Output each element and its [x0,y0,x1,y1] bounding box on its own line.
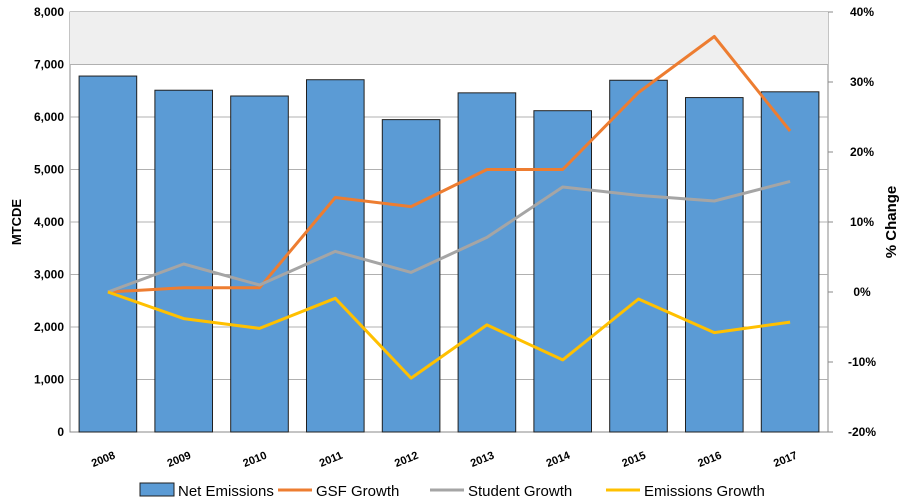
right-tick-label: -20% [848,425,876,439]
x-tick-label: 2011 [318,450,345,470]
bar-net-emissions-2009 [154,89,214,433]
legend-label-gsf-growth: GSF Growth [316,483,399,500]
growth-lines [107,35,792,380]
left-tick-label: 0 [57,425,64,439]
left-tick-label: 3,000 [34,268,64,282]
x-tick-label: 2015 [620,450,647,470]
x-tick-label: 2012 [393,450,420,470]
bar-net-emissions-2008 [78,75,138,433]
line-student-growth [107,179,791,294]
left-tick-label: 8,000 [34,5,64,19]
line-emissions-growth [107,290,791,380]
left-tick-label: 2,000 [34,320,64,334]
bar-net-emissions-2012 [381,119,441,433]
left-tick-label: 7,000 [34,58,64,72]
net-emissions-bars [78,75,820,433]
legend-label-net-emissions: Net Emissions [178,483,274,500]
right-tick-label: 30% [850,75,874,89]
x-tick-label: 2017 [772,450,799,470]
right-tick-label: 0% [853,285,871,299]
x-tick-label: 2009 [166,450,193,470]
left-axis-label: MTCDE [9,199,24,246]
right-axis-label: % Change [883,186,900,259]
x-axis-ticks: 2008 2009 2010 2011 2012 2013 2014 2015 2016 2017 [90,449,799,470]
right-axis-ticks: -20% -10% 0% 10% 20% 30% 40% [828,5,876,439]
right-tick-label: -10% [848,355,876,369]
bar-net-emissions-2013 [457,92,517,433]
legend: Net Emissions GSF Growth Student Growth Emi… [139,482,765,500]
left-tick-label: 1,000 [34,373,64,387]
right-tick-label: 10% [850,215,874,229]
left-tick-label: 4,000 [34,215,64,229]
x-tick-label: 2016 [696,450,723,470]
legend-label-emissions-growth: Emissions Growth [644,483,765,500]
line-gsf-growth [107,35,792,294]
x-tick-label: 2014 [545,449,573,470]
left-axis-ticks: 0 1,000 2,000 3,000 4,000 5,000 6,000 7,000 8,00… [34,5,64,439]
left-tick-label: 5,000 [34,163,64,177]
right-tick-label: 40% [850,5,874,19]
bar-net-emissions-2016 [684,97,744,433]
plot-upper-band [70,12,828,65]
bar-net-emissions-2014 [533,110,593,433]
legend-swatch-net-emissions [139,482,175,497]
bar-net-emissions-2017 [760,91,820,433]
x-tick-label: 2008 [90,450,117,470]
right-tick-label: 20% [850,145,874,159]
x-tick-label: 2010 [241,450,268,470]
left-tick-label: 6,000 [34,110,64,124]
x-tick-label: 2013 [469,450,496,470]
legend-label-student-growth: Student Growth [468,483,572,500]
bar-net-emissions-2015 [609,79,668,433]
